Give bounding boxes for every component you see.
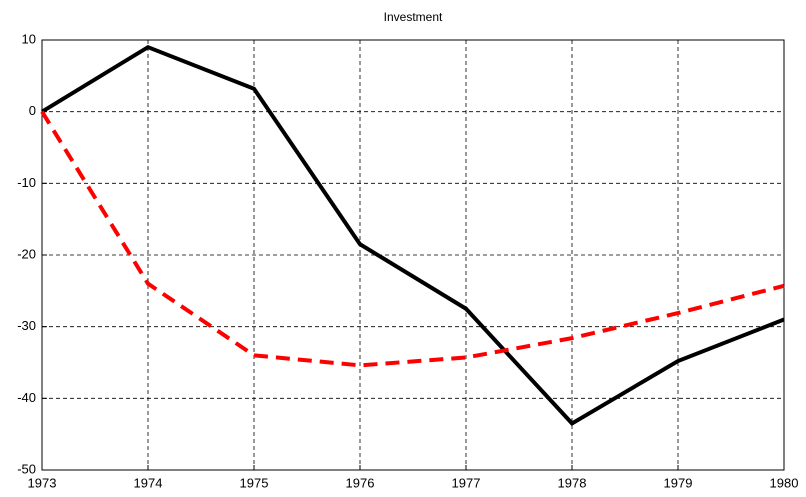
y-tick-label: 10 bbox=[22, 31, 36, 46]
y-tick-label: -20 bbox=[17, 246, 36, 261]
x-tick-label: 1980 bbox=[770, 475, 799, 490]
x-tick-label: 1977 bbox=[452, 475, 481, 490]
x-tick-label: 1976 bbox=[346, 475, 375, 490]
y-tick-label: -40 bbox=[17, 390, 36, 405]
x-tick-label: 1973 bbox=[28, 475, 57, 490]
y-tick-label: -30 bbox=[17, 318, 36, 333]
x-tick-label: 1979 bbox=[664, 475, 693, 490]
x-tick-label: 1978 bbox=[558, 475, 587, 490]
x-tick-label: 1974 bbox=[134, 475, 163, 490]
series-line bbox=[40, 110, 785, 368]
series-line bbox=[40, 44, 785, 426]
y-tick-label: -10 bbox=[17, 175, 36, 190]
chart-title: Investment bbox=[384, 10, 443, 24]
y-tick-label: 0 bbox=[29, 103, 36, 118]
y-tick-label: -50 bbox=[17, 461, 36, 476]
x-tick-label: 1975 bbox=[240, 475, 269, 490]
